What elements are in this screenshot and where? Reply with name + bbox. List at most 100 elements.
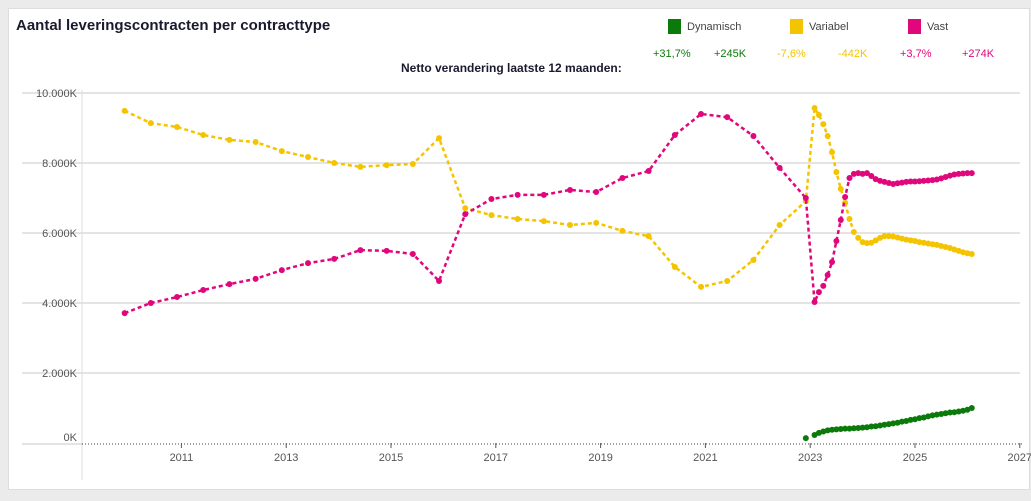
data-point-variabel xyxy=(462,205,469,212)
data-point-vast xyxy=(698,111,705,117)
data-point-vast xyxy=(671,132,678,138)
data-point-vast xyxy=(331,255,338,262)
legend-label: Vast xyxy=(927,20,949,33)
data-point-variabel xyxy=(567,221,574,228)
data-point-variabel xyxy=(147,120,154,127)
data-point-vast xyxy=(462,211,469,218)
chart-title: Aantal leveringscontracten per contractt… xyxy=(16,17,331,34)
data-point-variabel xyxy=(855,234,862,241)
data-point-vast xyxy=(488,196,495,203)
change-abs-dynamisch: +245K xyxy=(714,48,747,60)
data-point-variabel xyxy=(305,154,312,161)
data-point-vast xyxy=(837,217,844,224)
legend-swatch xyxy=(668,19,681,34)
data-point-vast xyxy=(724,114,731,121)
x-tick-label: 2017 xyxy=(484,452,508,464)
y-tick-label: 6.000K xyxy=(42,228,78,240)
data-point-variabel xyxy=(829,149,836,156)
data-point-variabel xyxy=(383,162,390,169)
chart-card xyxy=(8,8,1030,490)
data-point-variabel xyxy=(815,112,822,119)
data-point-vast xyxy=(964,170,971,177)
x-tick-label: 2023 xyxy=(798,452,822,464)
data-point-vast xyxy=(567,186,574,193)
data-point-vast xyxy=(593,189,600,196)
data-point-variabel xyxy=(698,283,705,290)
data-point-variabel xyxy=(885,233,892,240)
data-point-variabel xyxy=(488,212,495,219)
data-point-vast xyxy=(619,175,626,182)
data-point-vast xyxy=(436,277,443,284)
data-point-vast xyxy=(842,193,849,200)
data-point-variabel xyxy=(872,237,879,244)
data-point-vast xyxy=(750,133,757,140)
y-tick-label: 4.000K xyxy=(42,298,78,310)
data-point-variabel xyxy=(846,216,853,222)
y-tick-label: 8.000K xyxy=(42,158,78,170)
data-point-variabel xyxy=(619,227,626,234)
data-point-dynamisch xyxy=(859,424,866,431)
data-point-vast xyxy=(863,170,870,177)
legend-swatch xyxy=(908,19,921,34)
x-tick-label: 2019 xyxy=(588,452,612,464)
data-point-vast xyxy=(776,164,783,171)
change-pct-variabel: -7,6% xyxy=(777,48,806,60)
data-point-vast xyxy=(829,259,836,266)
change-abs-vast: +274K xyxy=(962,48,995,60)
data-point-variabel xyxy=(881,233,888,240)
data-point-dynamisch xyxy=(846,425,853,432)
data-point-dynamisch xyxy=(837,426,844,432)
change-pct-dynamisch: +31,7% xyxy=(653,48,691,60)
x-tick-label: 2027 xyxy=(1008,452,1031,464)
legend-item-vast[interactable]: Vast xyxy=(908,19,948,34)
change-abs-variabel: -442K xyxy=(838,48,868,60)
data-point-vast xyxy=(174,294,181,301)
data-point-vast xyxy=(820,282,827,289)
data-point-dynamisch xyxy=(968,405,975,411)
data-point-dynamisch xyxy=(833,426,840,433)
legend-label: Dynamisch xyxy=(687,20,742,33)
data-point-vast xyxy=(925,177,932,184)
data-point-dynamisch xyxy=(802,435,809,442)
data-point-variabel xyxy=(811,105,818,112)
x-tick-label: 2025 xyxy=(903,452,927,464)
data-point-vast xyxy=(955,170,962,177)
data-point-variabel xyxy=(514,216,521,222)
data-point-vast xyxy=(912,178,918,185)
data-point-vast xyxy=(815,289,822,296)
legend-swatch xyxy=(790,19,803,34)
data-point-vast xyxy=(903,178,910,185)
data-point-vast xyxy=(305,260,312,267)
data-point-vast xyxy=(916,178,923,185)
data-point-variabel xyxy=(278,148,285,155)
data-point-variabel xyxy=(226,136,233,143)
data-point-variabel xyxy=(863,240,870,247)
data-point-vast xyxy=(252,275,259,282)
change-pct-vast: +3,7% xyxy=(900,48,932,60)
data-point-variabel xyxy=(331,160,338,166)
data-point-vast xyxy=(357,247,364,254)
data-point-vast xyxy=(383,247,390,254)
data-point-dynamisch xyxy=(855,424,862,431)
data-point-variabel xyxy=(833,169,840,176)
data-point-vast xyxy=(645,168,652,175)
data-point-variabel xyxy=(593,219,600,226)
data-point-vast xyxy=(833,238,840,245)
data-point-variabel xyxy=(200,132,207,138)
series-line-variabel xyxy=(124,104,972,289)
data-point-vast xyxy=(846,175,853,182)
data-point-vast xyxy=(811,298,818,305)
legend-item-variabel[interactable]: Variabel xyxy=(790,19,849,34)
legend-item-dynamisch[interactable]: Dynamisch xyxy=(668,19,741,34)
data-point-vast xyxy=(200,287,207,294)
data-point-variabel xyxy=(645,233,652,240)
data-point-dynamisch xyxy=(946,409,953,416)
x-tick-label: 2015 xyxy=(379,452,403,464)
data-point-variabel xyxy=(174,123,181,130)
x-tick-label: 2021 xyxy=(693,452,717,464)
data-point-variabel xyxy=(252,139,259,145)
data-point-dynamisch xyxy=(850,425,857,432)
data-point-variabel xyxy=(724,277,731,284)
chart-subtitle: Netto verandering laatste 12 maanden: xyxy=(401,61,622,75)
